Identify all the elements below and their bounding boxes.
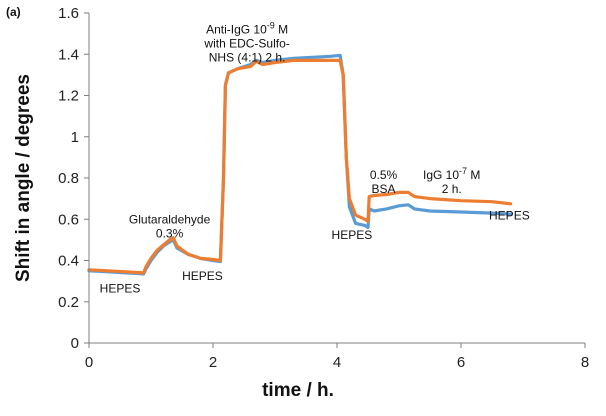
- x-tick-label: 0: [85, 354, 93, 371]
- y-tick-label: 1.2: [58, 88, 79, 105]
- y-tick-label: 0.8: [58, 170, 79, 187]
- y-tick-label: 1.4: [58, 46, 79, 63]
- y-tick-label: 0.2: [58, 294, 79, 311]
- y-tick-label: 1: [71, 129, 79, 146]
- annotation-line: with EDC-Sulfo-: [203, 37, 289, 51]
- axes: 0 0.2 0.4 0.6 0.8 1 1.2 1.4 1.6 0 2 4 6 8: [58, 5, 589, 371]
- annotation-line: HEPES: [182, 269, 223, 283]
- annotation-line: Glutaraldehyde: [129, 212, 211, 226]
- annotation: HEPES: [332, 228, 373, 242]
- y-axis-title: Shift in angle / degrees: [13, 74, 34, 282]
- annotation-line: NHS (4:1) 2 h.: [209, 51, 286, 65]
- series-line-2: [87, 58, 513, 275]
- annotation-line: 0.3%: [156, 226, 184, 240]
- x-tick-label: 8: [581, 354, 589, 371]
- x-tick-label: 4: [333, 354, 341, 371]
- y-tick-label: 0.6: [58, 211, 79, 228]
- y-tick-label: 0.4: [58, 253, 79, 270]
- series-layer: [87, 53, 513, 276]
- x-axis-title: time / h.: [262, 380, 334, 401]
- annotation: 0.5%BSA: [370, 168, 398, 196]
- annotation-line: 2 h.: [442, 182, 462, 196]
- series-line-1: [87, 53, 513, 276]
- annotation: HEPES: [182, 269, 223, 283]
- annotation-line: HEPES: [332, 228, 373, 242]
- y-tick-label: 1.6: [58, 5, 79, 22]
- annotation-line: IgG 10-7 M: [423, 166, 480, 182]
- annotation-line: HEPES: [489, 208, 530, 222]
- annotation: HEPES: [489, 208, 530, 222]
- annotation-line: Anti-IgG 10-9 M: [206, 21, 288, 37]
- annotation: IgG 10-7 M2 h.: [423, 166, 480, 196]
- y-tick-label: 0: [71, 335, 79, 352]
- x-tick-label: 2: [209, 354, 217, 371]
- annotation-line: 0.5%: [370, 168, 398, 182]
- panel-label: (a): [6, 5, 21, 19]
- x-tick-label: 6: [457, 354, 465, 371]
- annotation-line: HEPES: [100, 281, 141, 295]
- annotation-line: BSA: [371, 182, 395, 196]
- annotation: HEPES: [100, 281, 141, 295]
